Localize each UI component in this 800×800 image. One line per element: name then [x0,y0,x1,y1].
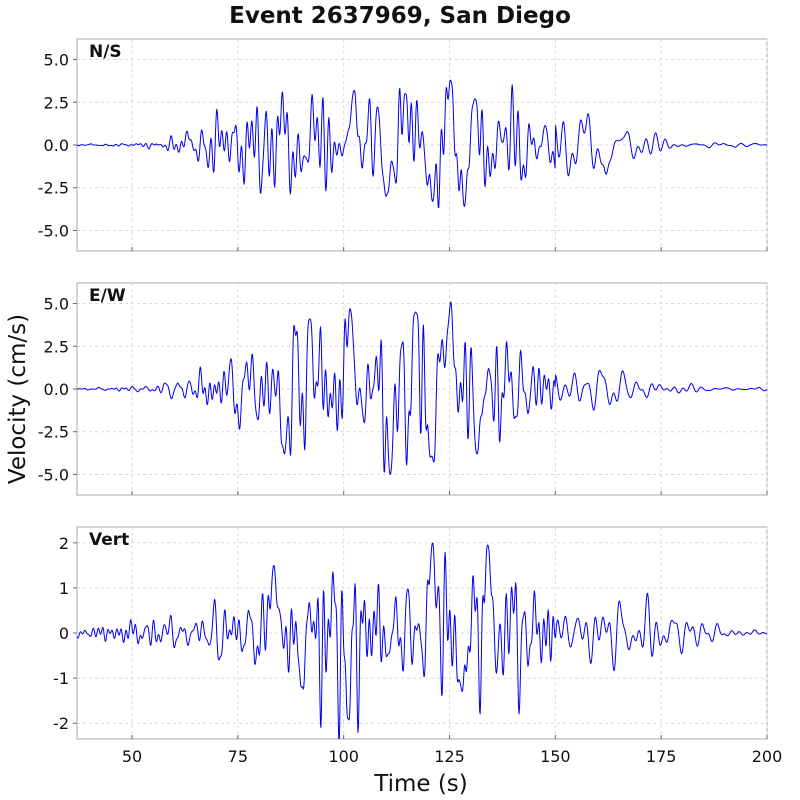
x-tick-label: 50 [122,747,142,766]
y-tick-label: 2.5 [44,93,69,112]
panel-1: 5.0 2.5 0.0 -2.5 -5.0 N/S [38,38,768,252]
y-tick-label: 5.0 [44,295,69,314]
y-tick-label: -2.5 [38,423,69,442]
x-tick-label: 125 [434,747,465,766]
series-line-1 [77,79,767,208]
y-tick-label: 0.0 [44,380,69,399]
y-axis-label: Velocity (cm/s) [5,314,31,484]
x-axis-ticks: 50 75 100 125 150 175 200 [122,747,782,766]
y-tick-label: 0.0 [44,136,69,155]
x-tick-label: 175 [646,747,677,766]
y-tick-label: -2.5 [38,179,69,198]
panels-group: 5.0 2.5 0.0 -2.5 -5.0 N/S 5.0 2.5 0.0 -2.5 -5.0 E/W… [38,38,768,740]
x-tick-label: 75 [228,747,248,766]
x-tick-label: 150 [540,747,571,766]
y-tick-label: -5.0 [38,465,69,484]
x-tick-label: 100 [328,747,359,766]
y-tick-label: 0 [59,624,69,643]
series-line-3 [77,542,767,739]
y-tick-label: 5.0 [44,51,69,70]
chart-title: Event 2637969, San Diego [229,3,571,29]
panel-label: E/W [89,286,126,306]
y-tick-label: 2.5 [44,337,69,356]
x-tick-label: 200 [752,747,783,766]
series-line-2 [77,301,767,475]
y-tick-label: -1 [53,669,69,688]
panel-2: 5.0 2.5 0.0 -2.5 -5.0 E/W [38,282,768,496]
panel-label: N/S [89,42,122,62]
panel-label: Vert [89,530,129,550]
x-axis-label: Time (s) [373,771,468,797]
y-tick-label: 1 [59,579,69,598]
y-tick-label: -2 [53,714,69,733]
y-tick-label: 2 [59,534,69,553]
panel-3: 2 1 0 -1 -2 Vert [53,526,768,740]
y-tick-label: -5.0 [38,221,69,240]
